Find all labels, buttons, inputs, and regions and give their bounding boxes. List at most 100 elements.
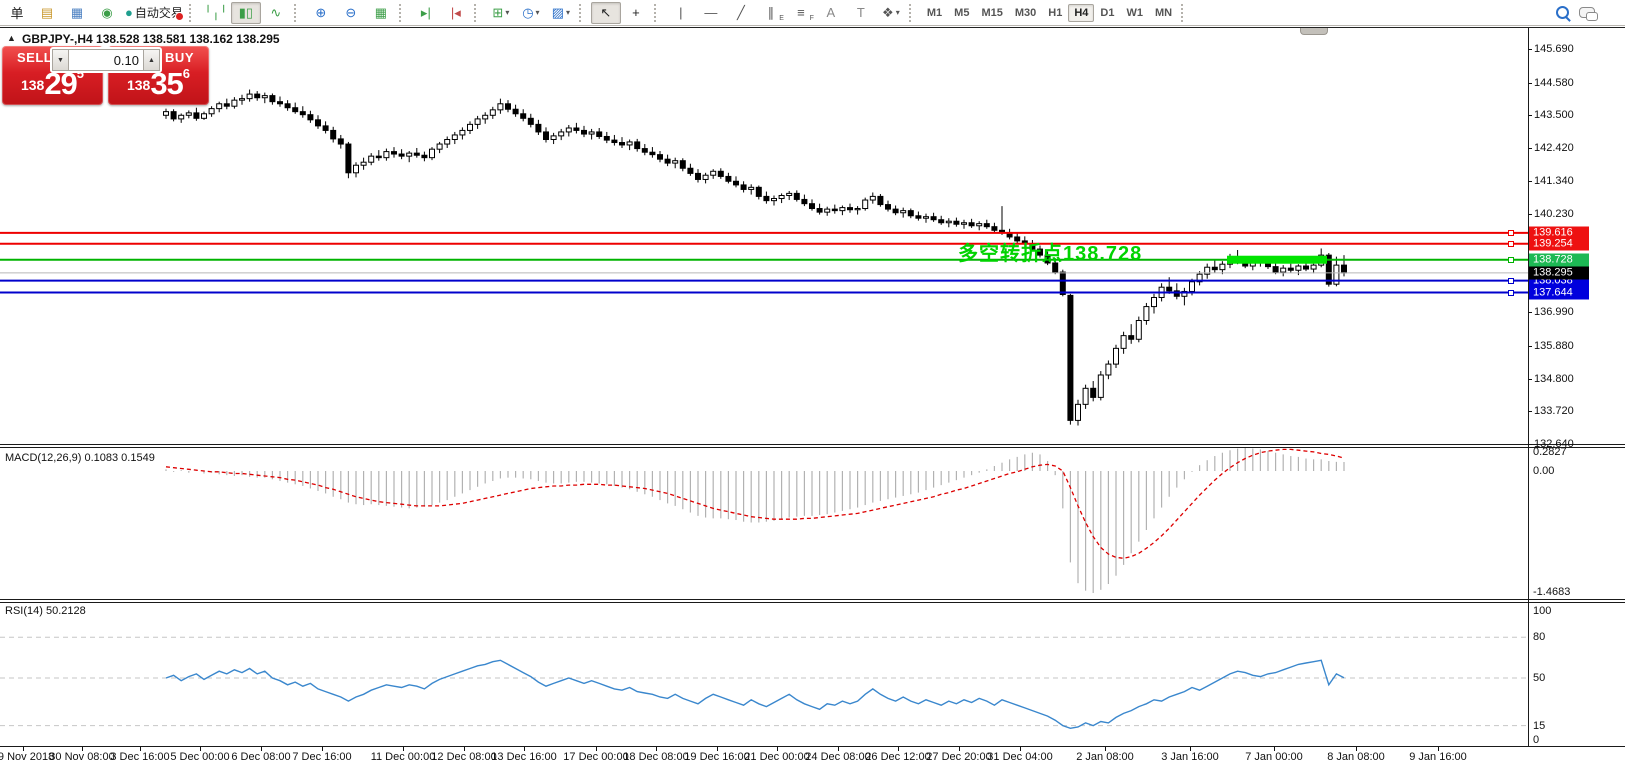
chart-shift-icon[interactable]: |◂ xyxy=(441,2,471,24)
line-drag-handle[interactable] xyxy=(1508,289,1514,296)
toolbar-separator[interactable] xyxy=(188,3,198,22)
timeframe-d1[interactable]: D1 xyxy=(1100,6,1115,19)
timeframe-h4[interactable]: H4 xyxy=(1068,3,1095,22)
volume-up-button[interactable]: ▲ xyxy=(143,49,160,71)
buy-price-point: 6 xyxy=(182,66,191,81)
fibonacci-icon[interactable]: ≡ F xyxy=(797,5,814,22)
time-axis-label: 5 Dec 00:00 xyxy=(170,751,230,763)
timeframe-m5[interactable]: M5 xyxy=(954,6,970,19)
autotrading-button[interactable]: ● 自动交易 xyxy=(122,2,186,24)
volume-down-button[interactable]: ▼ xyxy=(52,49,69,71)
template-icon[interactable]: ▨ ▾ xyxy=(546,2,576,24)
candlestick-chart-icon[interactable]: ▮▯ xyxy=(230,1,261,24)
time-axis-tick xyxy=(82,747,83,751)
candle-body xyxy=(1341,264,1347,274)
line-drag-handle[interactable] xyxy=(1508,256,1514,263)
highlight-zone-box[interactable] xyxy=(1227,255,1327,264)
toolbar-separator[interactable] xyxy=(293,3,303,22)
time-axis-tick xyxy=(1105,747,1106,751)
arrows-icon: ❖ xyxy=(882,4,894,20)
template-icon: ▨ xyxy=(551,4,565,20)
chat-icon[interactable] xyxy=(1579,7,1598,21)
timeframe-m30[interactable]: M30 xyxy=(1014,6,1037,19)
signal-icon[interactable]: ◉ xyxy=(92,2,122,24)
collapse-panel-icon[interactable]: ▲ xyxy=(7,33,16,43)
candle-body xyxy=(1325,254,1332,285)
timeframe-w1[interactable]: W1 xyxy=(1126,6,1143,19)
price-axis-tick xyxy=(1528,180,1532,182)
auto-scroll-icon[interactable]: ▸| xyxy=(411,2,441,24)
arrows-icon[interactable]: ❖ ▾ xyxy=(876,2,906,24)
timeframe-mn[interactable]: MN xyxy=(1154,6,1173,19)
candle-body xyxy=(535,123,542,133)
time-axis-tick xyxy=(1274,747,1275,751)
chart-window xyxy=(0,27,1625,768)
line-chart-icon[interactable]: ∿ xyxy=(261,2,291,24)
dropdown-arrow-icon[interactable]: ▾ xyxy=(566,8,571,17)
tile-windows-icon[interactable]: ▦ xyxy=(366,2,396,24)
toolbar-separator[interactable] xyxy=(1181,3,1190,22)
candle-body xyxy=(406,152,413,157)
cursor-icon[interactable]: ↖ xyxy=(590,1,621,24)
volume-control: ▼ ▲ xyxy=(50,47,162,73)
candle-body xyxy=(277,101,283,105)
toolbar-separator[interactable] xyxy=(473,3,483,22)
toolbar-separator[interactable] xyxy=(653,3,663,22)
timeframe-m1[interactable]: M1 xyxy=(926,6,943,19)
time-axis-label: 17 Dec 00:00 xyxy=(563,751,629,763)
timeframe-h1[interactable]: H1 xyxy=(1048,6,1063,19)
candle-body xyxy=(360,161,367,166)
panel-divider[interactable] xyxy=(0,602,1625,603)
line-drag-handle[interactable] xyxy=(1508,240,1514,247)
dropdown-arrow-icon[interactable]: ▾ xyxy=(505,8,510,17)
new-chart-icon[interactable]: ⊞ ▾ xyxy=(486,2,516,24)
profile-icon[interactable]: ▤ xyxy=(32,2,62,24)
candle-body xyxy=(763,195,770,202)
horizontal-line-icon[interactable]: — xyxy=(696,2,726,24)
text-icon[interactable]: A xyxy=(816,2,846,24)
candle-body xyxy=(1113,347,1119,365)
candle-body xyxy=(330,129,337,140)
candle-body xyxy=(1181,290,1188,297)
candle-body xyxy=(907,210,914,217)
crosshair-icon[interactable]: + xyxy=(621,2,651,24)
zoom-in-icon[interactable]: ⊕ xyxy=(306,2,336,24)
market-watch-icon: ▦ xyxy=(70,4,84,20)
time-axis-tick xyxy=(403,747,404,751)
timeframe-m15[interactable]: M15 xyxy=(981,6,1003,19)
candle-body xyxy=(368,155,375,163)
dropdown-arrow-icon[interactable]: ▾ xyxy=(895,8,900,17)
trendline-icon[interactable]: ╱ xyxy=(726,2,756,24)
time-axis-label: 12 Dec 08:00 xyxy=(431,751,497,763)
toolbar-separator[interactable] xyxy=(578,3,588,22)
price-axis-label: 133.720 xyxy=(1534,405,1574,418)
market-watch-icon[interactable]: ▦ xyxy=(62,2,92,24)
time-axis-tick xyxy=(140,747,141,751)
text-label-icon[interactable]: T xyxy=(846,2,876,24)
bar-chart-icon[interactable]: ╵╷╵ xyxy=(201,2,231,24)
panel-divider[interactable] xyxy=(0,599,1625,600)
chart-scroll-tab[interactable] xyxy=(1300,28,1328,35)
panel-divider[interactable] xyxy=(0,447,1625,448)
panel-divider[interactable] xyxy=(0,444,1625,445)
search-icon[interactable] xyxy=(1556,6,1569,19)
vertical-line-icon[interactable]: | xyxy=(666,2,696,24)
pivot-annotation-text[interactable]: 多空转折点138.728 xyxy=(958,243,1143,265)
new-order-icon[interactable]: 单 xyxy=(2,2,32,24)
toolbar-separator[interactable] xyxy=(908,3,918,22)
volume-input[interactable] xyxy=(69,49,143,71)
rsi-indicator-label: RSI(14) 50.2128 xyxy=(5,605,86,617)
candle-body xyxy=(801,198,808,205)
price-level-badge: 139.616 xyxy=(1529,226,1589,240)
time-axis-tick xyxy=(656,747,657,751)
price-axis-label: 140.230 xyxy=(1534,208,1574,221)
period-icon[interactable]: ◷ ▾ xyxy=(516,2,546,24)
candle-body xyxy=(239,98,245,101)
equidistant-channel-icon[interactable]: ∥ E xyxy=(767,4,784,22)
line-drag-handle[interactable] xyxy=(1508,229,1514,236)
dropdown-arrow-icon[interactable]: ▾ xyxy=(535,8,540,17)
toolbar-separator[interactable] xyxy=(398,3,408,22)
candle-body xyxy=(1014,236,1021,242)
line-drag-handle[interactable] xyxy=(1508,277,1514,284)
zoom-out-icon[interactable]: ⊖ xyxy=(336,2,366,24)
